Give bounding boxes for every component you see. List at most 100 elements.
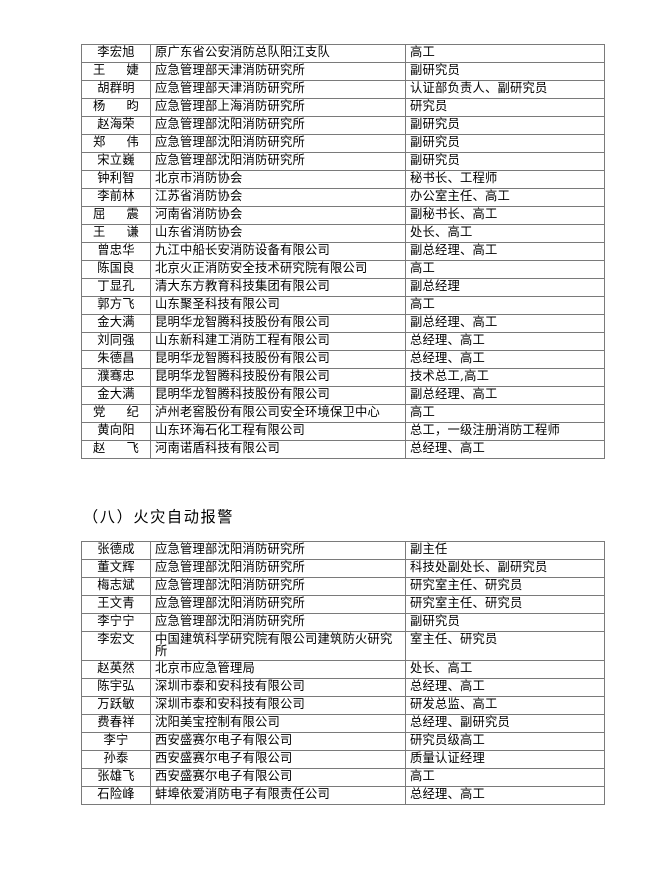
table-row: 王 谦山东省消防协会 处长、高工 [81,224,605,243]
table-row: 费春祥 沈阳美宝控制有限公司 总经理、副研究员 [81,713,605,733]
cell-person-name: 郭方飞 [81,296,151,315]
cell-job-title: 办公室主任、高工 [405,188,605,207]
table-row: 朱德昌 昆明华龙智腾科技股份有限公司 总经理、高工 [81,350,605,369]
person-name-text: 丁显孔 [97,279,135,293]
person-name-text: 郑 伟 [93,135,139,149]
person-name-text: 王 谦 [93,225,139,239]
cell-job-title: 认证部负责人、副研究员 [405,80,605,99]
person-name-text: 王文青 [97,596,135,610]
cell-organization: 应急管理部沈阳消防研究所 [150,577,406,596]
cell-job-title: 副总经理 [405,278,605,297]
table-row: 王 婕应急管理部天津消防研究所 副研究员 [81,62,605,81]
person-name-text: 梅志斌 [97,578,135,592]
cell-person-name: 张雄飞 [81,767,151,787]
cell-person-name: 梅志斌 [81,577,151,596]
table-row: 赵英然 北京市应急管理局 处长、高工 [81,659,605,679]
cell-person-name: 宋立巍 [81,152,151,171]
person-name-text: 赵海荣 [97,117,135,131]
person-name-text: 朱德昌 [97,351,135,365]
cell-person-name: 刘同强 [81,332,151,351]
cell-organization: 应急管理部沈阳消防研究所 [150,134,406,153]
cell-job-title: 总经理、高工 [405,440,605,459]
cell-job-title: 总经理、高工 [405,350,605,369]
table-row: 郑 伟应急管理部沈阳消防研究所 副研究员 [81,134,605,153]
person-name-text: 李宁 [103,732,129,747]
cell-job-title: 处长、高工 [405,224,605,243]
cell-organization: 昆明华龙智腾科技股份有限公司 [150,350,406,369]
cell-organization: 河南诺盾科技有限公司 [150,440,406,459]
person-name-text: 费春祥 [97,714,135,729]
cell-job-title: 科技处副处长、副研究员 [405,559,605,578]
cell-person-name: 赵英然 [81,659,151,679]
cell-organization: 昆明华龙智腾科技股份有限公司 [150,314,406,333]
cell-person-name: 曾忠华 [81,242,151,261]
cell-organization: 原广东省公安消防总队阳江支队 [150,44,406,63]
person-name-text: 屈 震 [93,207,139,221]
cell-organization: 清大东方教育科技集团有限公司 [150,278,406,297]
table-row: 刘同强 山东新科建工消防工程有限公司 总经理、高工 [81,332,605,351]
cell-organization: 北京火正消防安全技术研究院有限公司 [150,260,406,279]
person-name-text: 赵 飞 [93,441,139,455]
cell-job-title: 室主任、研究员 [405,631,605,661]
cell-job-title: 高工 [405,260,605,279]
person-name-text: 钟利智 [97,171,135,185]
cell-organization: 九江中船长安消防设备有限公司 [150,242,406,261]
cell-job-title: 副研究员 [405,134,605,153]
cell-person-name: 朱德昌 [81,350,151,369]
cell-person-name: 陈宇弘 [81,677,151,697]
table-row: 董文辉 应急管理部沈阳消防研究所 科技处副处长、副研究员 [81,559,605,578]
cell-job-title: 研究员级高工 [405,731,605,751]
person-name-text: 王 婕 [93,63,139,77]
person-name-text: 孙泰 [103,750,129,765]
table-row: 金大满 昆明华龙智腾科技股份有限公司 副总经理、高工 [81,314,605,333]
person-name-text: 赵英然 [97,660,135,675]
cell-job-title: 副总经理、高工 [405,314,605,333]
cell-person-name: 石险峰 [81,785,151,805]
table-row: 李宏旭 原广东省公安消防总队阳江支队 高工 [81,44,605,63]
cell-person-name: 费春祥 [81,713,151,733]
cell-organization: 应急管理部天津消防研究所 [150,80,406,99]
table-row: 李宁宁 应急管理部沈阳消防研究所 副研究员 [81,613,605,632]
cell-person-name: 郑 伟 [81,134,151,153]
person-name-text: 张德成 [97,542,135,556]
table-row: 赵 飞河南诺盾科技有限公司 总经理、高工 [81,440,605,459]
cell-job-title: 总经理、高工 [405,677,605,697]
cell-job-title: 研究室主任、研究员 [405,595,605,614]
cell-person-name: 李宁 [81,731,151,751]
table-row: 钟利智 北京市消防协会 秘书长、工程师 [81,170,605,189]
table-row: 张雄飞 西安盛赛尔电子有限公司 高工 [81,767,605,787]
cell-job-title: 研究员 [405,98,605,117]
cell-organization: 西安盛赛尔电子有限公司 [150,731,406,751]
person-name-text: 黄向阳 [97,423,135,437]
cell-organization: 沈阳美宝控制有限公司 [150,713,406,733]
cell-person-name: 钟利智 [81,170,151,189]
person-name-text: 陈国良 [97,261,135,275]
section-heading-fire-alarm: （八）火灾自动报警 [83,508,235,526]
table-row: 陈宇弘 深圳市泰和安科技有限公司 总经理、高工 [81,677,605,697]
cell-organization: 应急管理部沈阳消防研究所 [150,595,406,614]
cell-job-title: 高工 [405,404,605,423]
cell-person-name: 杨 昀 [81,98,151,117]
cell-job-title: 副研究员 [405,62,605,81]
cell-job-title: 高工 [405,767,605,787]
table-row: 李宁 西安盛赛尔电子有限公司 研究员级高工 [81,731,605,751]
table-row: 丁显孔 清大东方教育科技集团有限公司 副总经理 [81,278,605,297]
person-name-text: 刘同强 [97,333,135,347]
cell-person-name: 王 谦 [81,224,151,243]
table-row: 濮骞忠 昆明华龙智腾科技股份有限公司 技术总工,高工 [81,368,605,387]
cell-job-title: 副主任 [405,541,605,560]
table-row: 李前林 江苏省消防协会 办公室主任、高工 [81,188,605,207]
cell-person-name: 濮骞忠 [81,368,151,387]
table-row: 胡群明 应急管理部天津消防研究所 认证部负责人、副研究员 [81,80,605,99]
person-name-text: 董文辉 [97,560,135,574]
cell-person-name: 屈 震 [81,206,151,225]
cell-person-name: 张德成 [81,541,151,560]
cell-organization: 应急管理部沈阳消防研究所 [150,541,406,560]
person-name-text: 郭方飞 [97,297,135,311]
cell-organization: 昆明华龙智腾科技股份有限公司 [150,368,406,387]
cell-job-title: 总经理、高工 [405,785,605,805]
cell-organization: 西安盛赛尔电子有限公司 [150,749,406,769]
table-row: 王文青 应急管理部沈阳消防研究所 研究室主任、研究员 [81,595,605,614]
cell-job-title: 技术总工,高工 [405,368,605,387]
